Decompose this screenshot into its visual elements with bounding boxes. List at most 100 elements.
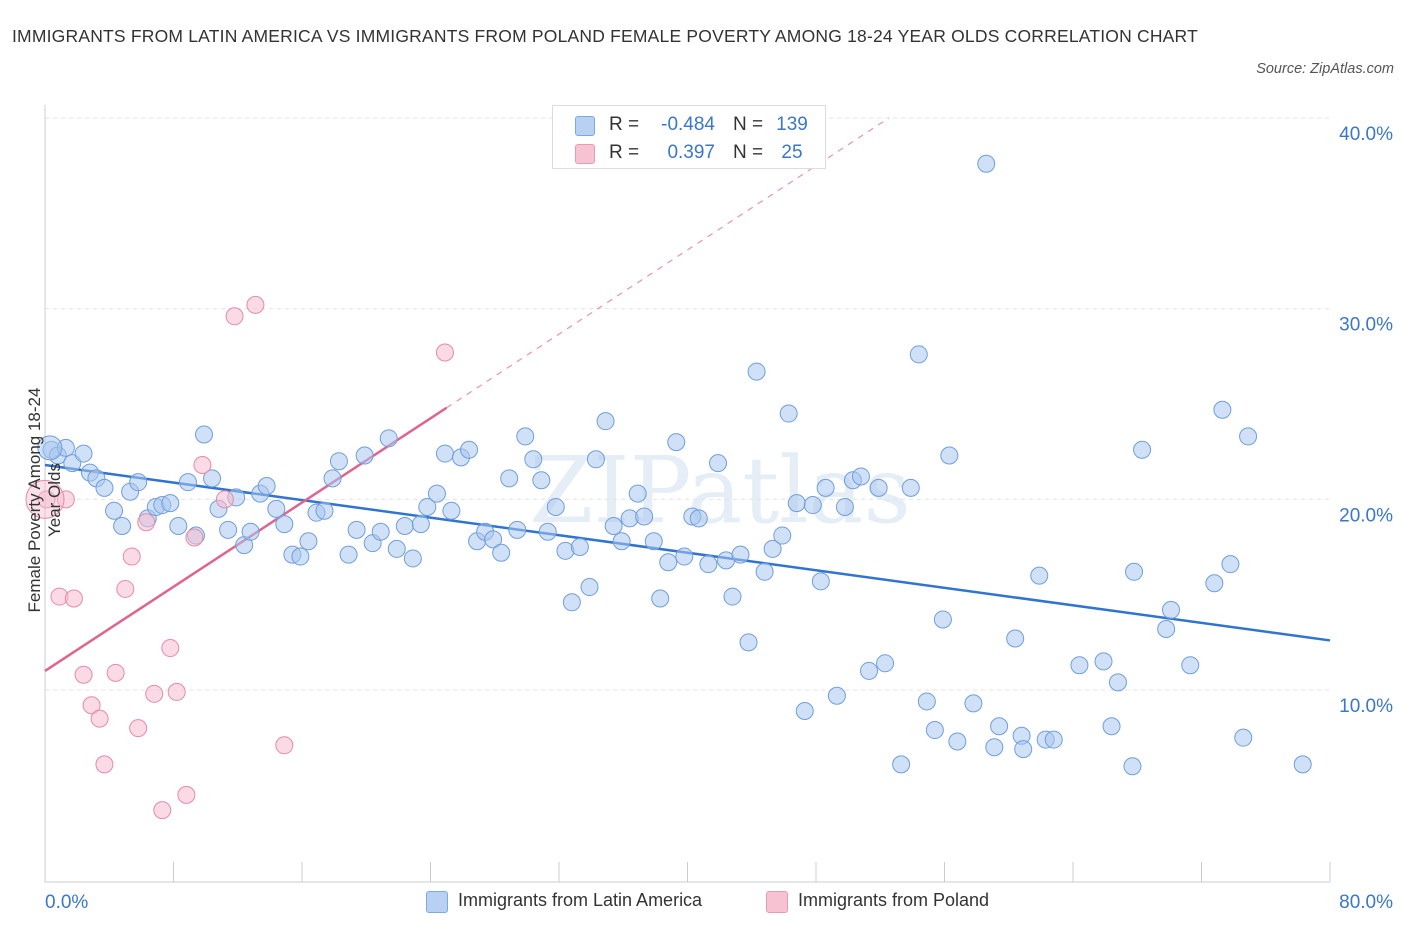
latin-america-point <box>267 499 286 518</box>
n-value: 25 <box>781 142 803 163</box>
latin-america-point <box>257 476 276 495</box>
latin-america-point <box>275 515 294 534</box>
y-tick-label: 30.0% <box>1339 315 1393 336</box>
latin-america-point <box>219 520 238 539</box>
x-tick-label: 0.0% <box>45 892 88 913</box>
legend-label: Immigrants from Poland <box>798 890 990 910</box>
latin-america-point <box>329 452 348 471</box>
latin-america-point <box>731 545 750 564</box>
correlation-legend: R = -0.484 N = 139 R = 0.397 N = 25 <box>552 105 826 169</box>
latin-america-point <box>1157 619 1176 638</box>
latin-america-point <box>299 532 318 551</box>
latin-america-point <box>169 517 188 536</box>
latin-america-point <box>241 522 260 541</box>
latin-america-point <box>339 545 358 564</box>
latin-america-point <box>699 555 718 574</box>
latin-america-point <box>532 471 551 490</box>
latin-america-point <box>516 427 535 446</box>
latin-america-point <box>129 473 148 492</box>
poland-point <box>225 307 244 326</box>
latin-america-point <box>427 484 446 503</box>
latin-america-point <box>1102 717 1121 736</box>
latin-america-point <box>105 501 124 520</box>
poland-point <box>116 579 135 598</box>
latin-america-point <box>1123 757 1142 776</box>
r-label: R = <box>609 142 640 163</box>
latin-america-point <box>435 444 454 463</box>
poland-point <box>90 709 109 728</box>
data-points <box>25 154 1312 820</box>
latin-america-point <box>492 543 511 562</box>
latin-america-point <box>178 473 197 492</box>
latin-america-point <box>508 520 527 539</box>
latin-america-point <box>604 517 623 536</box>
latin-america-point <box>811 572 830 591</box>
latin-america-point <box>195 425 214 444</box>
legend-label: Immigrants from Latin America <box>458 890 703 910</box>
grid-lines <box>45 117 1330 691</box>
watermark: ZIPatlas <box>529 437 910 544</box>
latin-america-point <box>1094 652 1113 671</box>
latin-america-point <box>667 433 686 452</box>
latin-america-point <box>355 446 374 465</box>
latin-america-point <box>990 717 1009 736</box>
legend-swatch-blue <box>575 116 595 136</box>
latin-america-point <box>161 494 180 513</box>
latin-america-point <box>323 469 342 488</box>
r-value: 0.397 <box>667 142 715 163</box>
latin-america-point <box>1205 574 1224 593</box>
latin-america-point <box>95 478 114 497</box>
latin-america-point <box>659 553 678 572</box>
poland-point <box>95 755 114 774</box>
latin-america-point <box>892 755 911 774</box>
poland-point <box>246 295 265 314</box>
latin-america-point <box>917 692 936 711</box>
latin-america-point <box>816 478 835 497</box>
latin-america-point <box>1133 440 1152 459</box>
latin-america-point <box>203 469 222 488</box>
legend-swatch-pink <box>766 891 788 913</box>
latin-america-point <box>1014 740 1033 759</box>
latin-america-point <box>709 454 728 473</box>
latin-america-point <box>635 507 654 526</box>
poland-point <box>137 513 156 532</box>
y-axis-label: Female Poverty Among 18-24 Year Olds <box>25 387 64 613</box>
n-label: N = <box>733 114 764 135</box>
latin-america-point <box>747 362 766 381</box>
latin-america-point <box>395 517 414 536</box>
latin-america-point <box>538 522 557 541</box>
latin-america-point <box>1221 555 1240 574</box>
poland-point <box>129 719 148 738</box>
poland-point <box>64 589 83 608</box>
legend-swatch-pink <box>575 144 595 164</box>
latin-america-point <box>940 446 959 465</box>
poland-point <box>177 785 196 804</box>
poland-point <box>161 639 180 658</box>
latin-america-point <box>596 412 615 431</box>
latin-america-point <box>851 467 870 486</box>
latin-america-point <box>1181 656 1200 675</box>
latin-america-point <box>803 496 822 515</box>
poland-point <box>74 665 93 684</box>
poland-point <box>215 490 234 509</box>
poland-point <box>56 490 75 509</box>
poland-point <box>167 682 186 701</box>
latin-america-point <box>628 484 647 503</box>
y-tick-label: 20.0% <box>1339 505 1393 526</box>
latin-america-point <box>1070 656 1089 675</box>
poland-point <box>185 528 204 547</box>
poland-point <box>153 801 172 820</box>
latin-america-point <box>763 539 782 558</box>
latin-america-point <box>1044 730 1063 749</box>
latin-america-point <box>795 701 814 720</box>
poland-point <box>435 343 454 362</box>
latin-america-point <box>860 661 879 680</box>
chart-title: IMMIGRANTS FROM LATIN AMERICA VS IMMIGRA… <box>12 26 1198 46</box>
r-value: -0.484 <box>661 114 715 135</box>
latin-america-point <box>524 450 543 469</box>
latin-america-point <box>379 429 398 448</box>
poland-point <box>145 684 164 703</box>
latin-america-point <box>827 686 846 705</box>
latin-america-point <box>1293 755 1312 774</box>
series-legend: Immigrants from Latin America Immigrants… <box>0 888 1406 918</box>
